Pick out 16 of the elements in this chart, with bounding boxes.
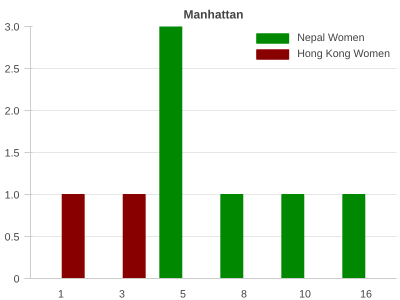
x-tick-label: 1 bbox=[58, 288, 64, 300]
y-tick-label: 1.0 bbox=[4, 190, 20, 202]
legend-label: Hong Kong Women bbox=[297, 48, 390, 60]
y-tick-label: 0.5 bbox=[4, 232, 20, 244]
x-tick-label: 8 bbox=[241, 288, 248, 300]
y-tick-label: 1.5 bbox=[4, 148, 20, 160]
x-tick-label: 10 bbox=[299, 288, 311, 300]
y-tick-label: 0 bbox=[14, 274, 20, 286]
y-tick-label: 3.0 bbox=[4, 22, 20, 34]
x-tick-label: 16 bbox=[360, 288, 372, 300]
chart-title: Manhattan bbox=[184, 8, 244, 22]
y-tick-label: 2.5 bbox=[4, 64, 20, 76]
y-tick-label: 2.0 bbox=[4, 106, 20, 118]
x-tick-label: 5 bbox=[180, 288, 186, 300]
legend-label: Nepal Women bbox=[297, 32, 365, 44]
x-tick-label: 3 bbox=[119, 288, 126, 300]
